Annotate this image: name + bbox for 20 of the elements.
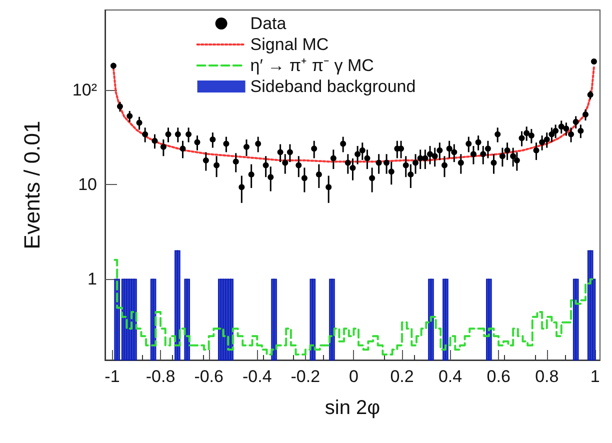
- x-tick-label: 1: [590, 367, 600, 386]
- legend-label: Sideband background: [250, 77, 416, 96]
- x-tick-label: 0.6: [486, 367, 510, 386]
- y-tick-label: 10: [78, 175, 97, 194]
- y-tick-label: 1: [88, 270, 97, 289]
- x-tick-label: -0.8: [146, 367, 176, 386]
- legend-label: Signal MC: [250, 35, 329, 54]
- y-axis-title: Events / 0.01: [20, 120, 44, 250]
- x-tick-label: 0: [348, 367, 358, 386]
- x-tick-label: -0.2: [290, 367, 320, 386]
- x-tick-label: 0.2: [390, 367, 414, 386]
- y-tick-label: 10²: [72, 80, 98, 100]
- legend-label: η′ → π⁺ π⁻ γ MC: [250, 56, 374, 75]
- x-tick-label: -1: [104, 367, 120, 386]
- x-tick-label: -0.6: [194, 367, 224, 386]
- x-tick-label: 0.4: [438, 367, 462, 386]
- x-axis-title: sin 2φ: [324, 397, 380, 419]
- x-tick-label: -0.4: [242, 367, 272, 386]
- x-tick-label: 0.8: [535, 367, 559, 386]
- legend-label: Data: [250, 14, 287, 33]
